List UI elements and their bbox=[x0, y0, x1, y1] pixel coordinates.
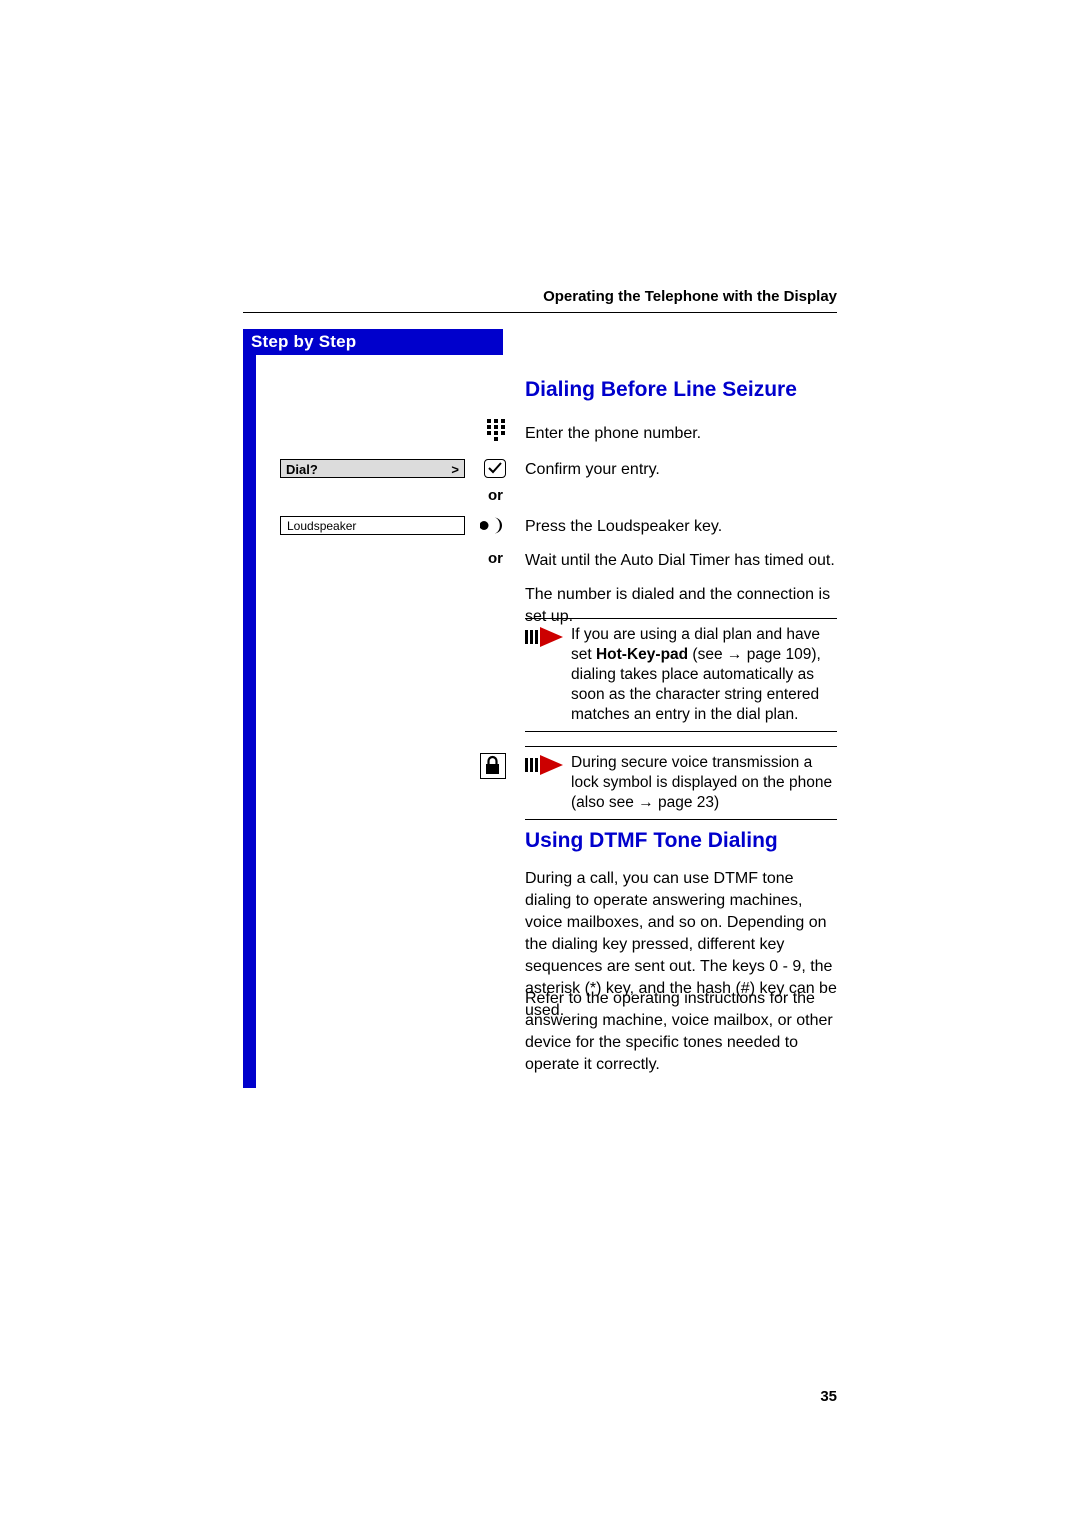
lock-icon-frame bbox=[480, 753, 506, 779]
loudspeaker-key-label: Loudspeaker bbox=[287, 519, 356, 533]
loudspeaker-key: Loudspeaker bbox=[280, 516, 465, 535]
note1-bold: Hot-Key-pad bbox=[596, 646, 688, 663]
phone-display: Dial? > bbox=[280, 459, 465, 478]
note-hotkeypad: If you are using a dial plan and have se… bbox=[525, 618, 837, 732]
keypad-icon bbox=[487, 419, 505, 441]
step-sidebar-stripe bbox=[243, 355, 256, 1088]
confirm-key-icon bbox=[484, 459, 506, 478]
lock-icon bbox=[481, 754, 504, 777]
step-confirm: Confirm your entry. bbox=[525, 459, 837, 481]
note-arrow-icon-2 bbox=[525, 755, 565, 775]
step-enter-number: Enter the phone number. bbox=[525, 423, 837, 445]
display-arrow-icon: > bbox=[451, 460, 459, 477]
step-by-step-banner: Step by Step bbox=[243, 329, 503, 355]
step-wait: Wait until the Auto Dial Timer has timed… bbox=[525, 550, 837, 572]
heading-dtmf: Using DTMF Tone Dialing bbox=[525, 829, 778, 853]
running-header: Operating the Telephone with the Display bbox=[543, 288, 837, 305]
dtmf-paragraph-2: Refer to the operating instructions for … bbox=[525, 988, 837, 1076]
page-number: 35 bbox=[820, 1388, 837, 1405]
or-label-1: or bbox=[488, 487, 503, 504]
note-secure-voice: During secure voice transmission a lock … bbox=[525, 746, 837, 820]
page: Operating the Telephone with the Display… bbox=[0, 0, 1080, 1528]
or-label-2: or bbox=[488, 550, 503, 567]
key-led-icon bbox=[480, 516, 502, 535]
header-rule bbox=[243, 312, 837, 313]
note-arrow-icon bbox=[525, 627, 565, 647]
heading-dialing-before: Dialing Before Line Seizure bbox=[525, 378, 797, 402]
step-loudspeaker: Press the Loudspeaker key. bbox=[525, 516, 837, 538]
display-text: Dial? bbox=[286, 460, 318, 477]
note2-text: During secure voice transmission a lock … bbox=[571, 754, 832, 811]
